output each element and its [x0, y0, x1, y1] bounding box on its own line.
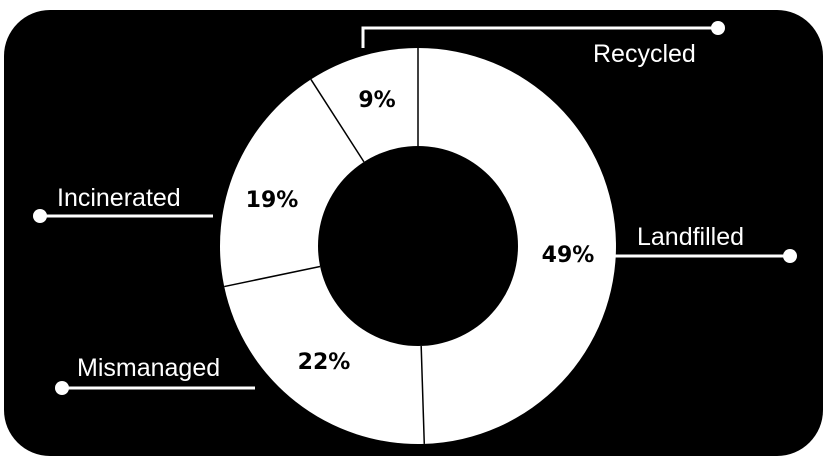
- slice-label-incinerated: 19%: [246, 188, 299, 213]
- category-label-landfilled: Landfilled: [637, 223, 744, 251]
- slice-label-mismanaged: 22%: [298, 350, 351, 375]
- slice-dividers: [224, 48, 426, 444]
- leader-landfilled: [613, 249, 797, 263]
- leader-recycled: [361, 21, 725, 48]
- slice-label-landfilled: 49%: [542, 243, 595, 268]
- slice-label-recycled: 9%: [358, 88, 395, 113]
- slice-divider: [224, 265, 321, 288]
- category-label-recycled: Recycled: [593, 40, 696, 68]
- donut-hole: [318, 146, 518, 346]
- category-label-mismanaged: Mismanaged: [77, 354, 220, 382]
- slice-divider: [420, 345, 426, 444]
- category-label-incinerated: Incinerated: [57, 184, 181, 212]
- slice-divider: [310, 79, 365, 163]
- leader-incinerated: [33, 209, 213, 223]
- leader-mismanaged: [55, 381, 255, 395]
